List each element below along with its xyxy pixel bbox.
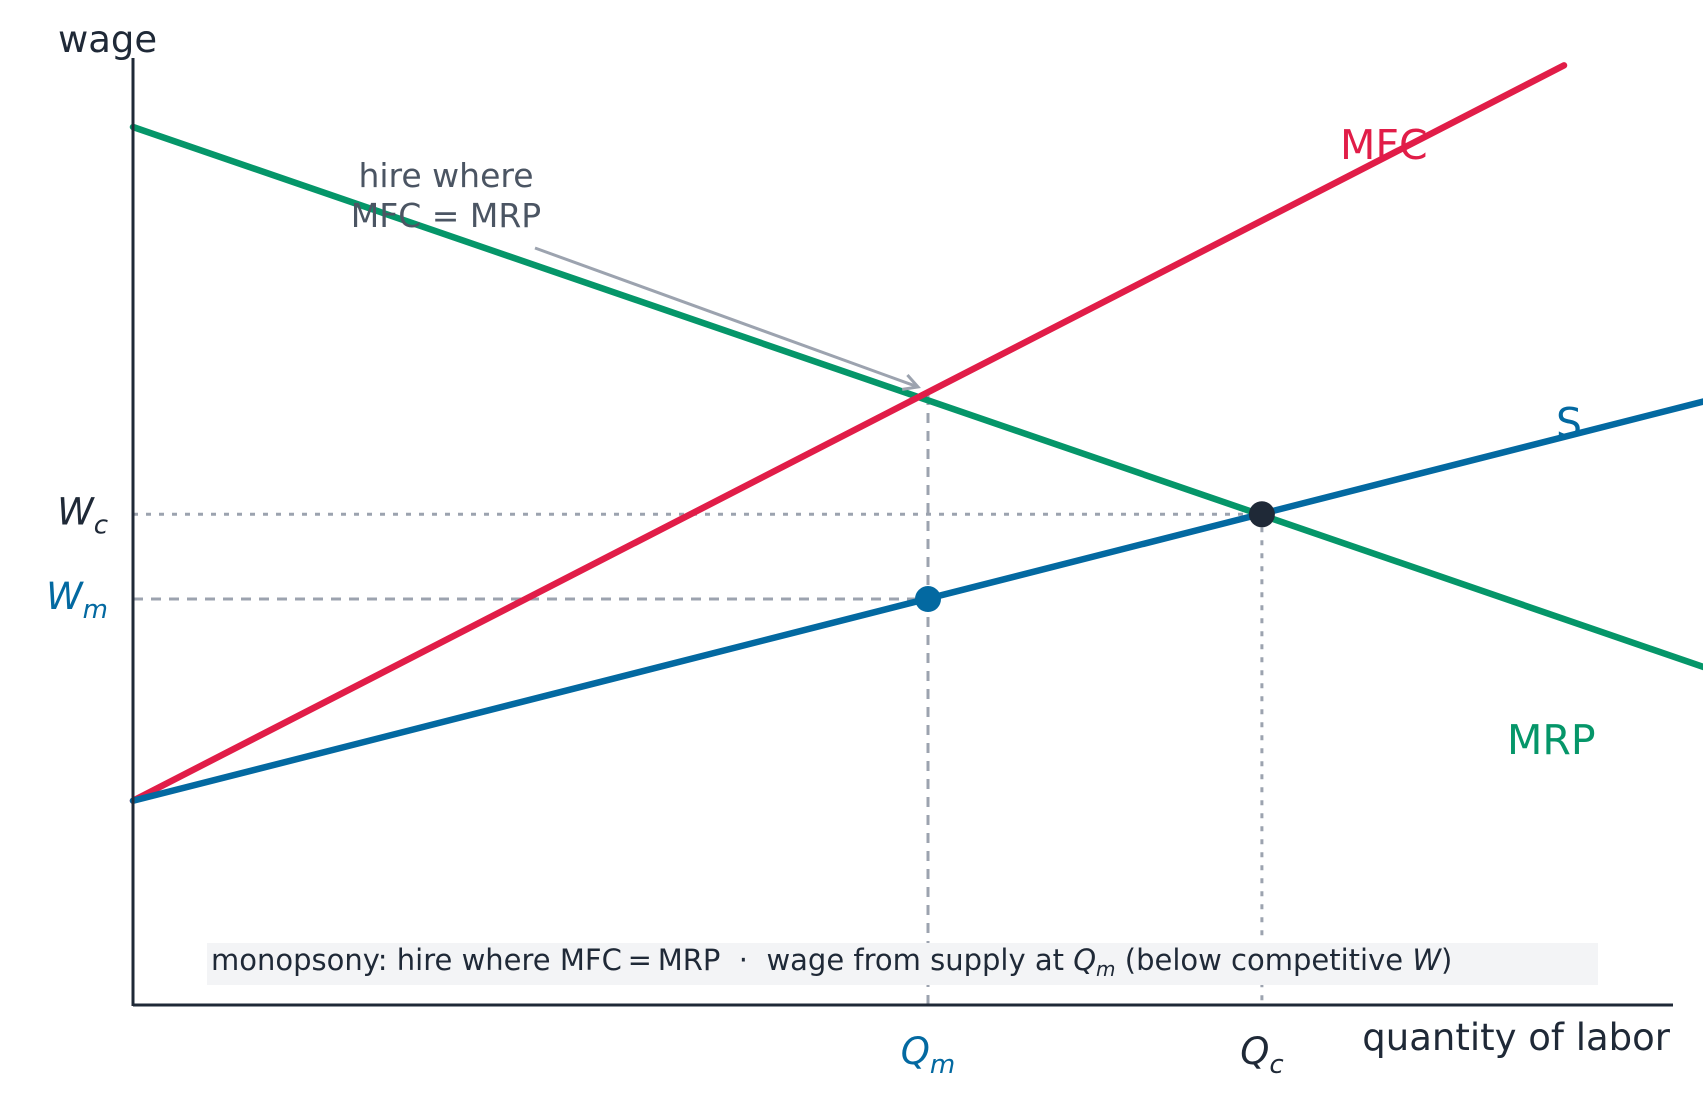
series-line-mfc — [129, 62, 1568, 804]
point-monopsony — [915, 586, 941, 613]
annotation-text-line-2: MFC = MRP — [351, 196, 541, 235]
series-label-mfc: MFC — [1340, 121, 1428, 169]
annotation-arrow — [534, 246, 919, 389]
annotation: hire where MFC = MRP — [351, 156, 921, 391]
y-axis-label: wage — [58, 18, 157, 61]
footnote-part-3: ) — [1441, 943, 1452, 977]
footnote-w: W — [1412, 943, 1442, 977]
series-label-mrp: MRP — [1507, 716, 1596, 764]
footnote-text: monopsony: hire where MFC = MRP · wage f… — [211, 943, 1452, 981]
y-tick-label-wc: Wc — [57, 490, 108, 540]
point-competitive — [1248, 501, 1275, 528]
annotation-text-line-1: hire where — [358, 156, 533, 195]
tick-labels: Qm Qc Wc Wm — [46, 490, 1284, 1080]
axes: wage quantity of labor — [58, 18, 1673, 1059]
x-axis-label: quantity of labor — [1362, 1016, 1671, 1059]
x-tick-label-qm: Qm — [901, 1030, 955, 1080]
equilibrium-points — [915, 501, 1275, 613]
footnote-part-2: (below competitive — [1116, 943, 1413, 977]
series-line-mrp — [129, 123, 1703, 671]
annotation-arrowhead — [901, 373, 921, 391]
series-label-s: S — [1556, 399, 1582, 447]
series-labels: MFC S MRP — [1340, 121, 1596, 764]
footnote-part-1: monopsony: hire where MFC = MRP · wage f… — [211, 943, 1073, 977]
footnote-q: Q — [1073, 943, 1096, 977]
footnote: monopsony: hire where MFC = MRP · wage f… — [207, 943, 1598, 985]
footnote-q-sub: m — [1096, 957, 1115, 981]
guide-lines — [133, 394, 1264, 1005]
footnote-background — [207, 943, 1598, 985]
x-tick-label-qc: Qc — [1240, 1030, 1283, 1080]
y-tick-label-wm: Wm — [46, 575, 108, 625]
